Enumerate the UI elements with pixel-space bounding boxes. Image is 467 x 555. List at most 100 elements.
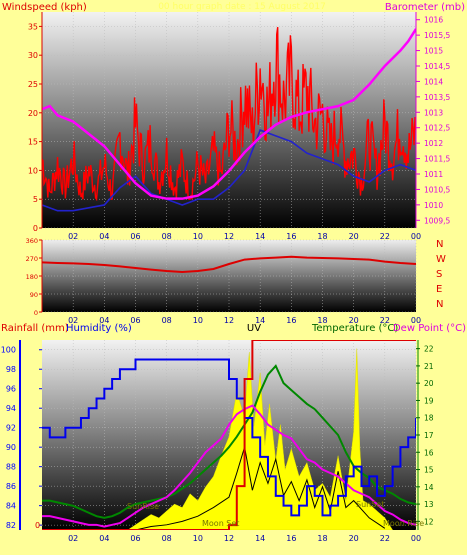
direction-grid: [42, 239, 417, 313]
temperature-axis-title: Temperature (°C): [311, 323, 398, 334]
y-tick-label: 10: [28, 166, 38, 175]
gust-line: [42, 26, 416, 202]
x-tick-label: 06: [130, 316, 140, 325]
y2-tick-label: 1014,5: [424, 62, 450, 71]
graph-date-title: 00 hour graph date : 15 August 2017: [158, 2, 326, 12]
dewpoint-axis-title: Dew Point (°C): [393, 323, 466, 334]
y2-tick-label: 1009,5: [424, 216, 450, 225]
y-tick-label: 94: [6, 404, 16, 413]
y-tick-label: 15: [28, 138, 38, 147]
average-wind-line: [42, 129, 416, 212]
x-tick-label: 22: [380, 232, 390, 241]
sunrise-label: SunRise: [127, 502, 159, 511]
x-tick-label: 02: [68, 316, 78, 325]
x-tick-label: 18: [317, 534, 327, 543]
compass-letter: N: [436, 239, 443, 250]
y2-tick-label: 1013,5: [424, 93, 450, 102]
x-tick-label: 16: [286, 534, 296, 543]
x-tick-label: 08: [162, 534, 172, 543]
barometer-line: [42, 28, 416, 200]
y2-tick-label: 1010: [424, 201, 443, 210]
rainfall-zero-label: 0: [35, 521, 40, 530]
humidity-line: [42, 358, 416, 517]
x-tick-label: 04: [99, 316, 109, 325]
x-tick-label: 18: [317, 316, 327, 325]
x-tick-label: 08: [162, 316, 172, 325]
x-tick-label: 12: [224, 534, 234, 543]
rainfall-axis-title: Rainfall (mm): [1, 323, 69, 334]
y2-tick-label: 19: [424, 396, 434, 405]
y2-tick-label: 17: [424, 431, 434, 440]
uv-axis-title: UV: [247, 323, 261, 334]
y-tick-label: 270: [26, 255, 38, 263]
y-tick-label: 88: [6, 463, 16, 472]
y2-tick-label: 1010,5: [424, 185, 450, 194]
x-tick-label: 08: [162, 232, 172, 241]
y2-tick-label: 1011,5: [424, 155, 450, 164]
y2-tick-label: 1012,5: [424, 124, 450, 133]
x-tick-label: 20: [349, 232, 359, 241]
windspeed-axis-title: Windspeed (kph): [2, 2, 87, 13]
humidity-axis-title: Humidity (%): [66, 323, 132, 334]
moonrise-label: Moon Rise: [383, 519, 424, 528]
y-tick-label: 82: [6, 521, 16, 530]
x-tick-label: 02: [68, 534, 78, 543]
y-tick-label: 90: [6, 443, 16, 452]
x-tick-label: 20: [349, 534, 359, 543]
x-tick-label: 14: [255, 316, 265, 325]
wind-series: [42, 26, 416, 212]
y-tick-label: 90: [30, 291, 38, 299]
y-tick-label: 25: [28, 80, 38, 89]
y-tick-label: 96: [6, 385, 16, 394]
y2-tick-label: 1016: [424, 16, 443, 25]
x-tick-label: 10: [193, 534, 203, 543]
dewpoint-line: [42, 404, 416, 528]
direction-x-tick-labels: 02 04 06 08 10 12 14 16 18 20 22 00: [68, 316, 421, 325]
x-tick-label: 02: [68, 232, 78, 241]
x-tick-label: 20: [349, 316, 359, 325]
y2-tick-label: 18: [424, 414, 434, 423]
y2-tick-label: 16: [424, 448, 434, 457]
compass-letter: W: [436, 254, 446, 265]
x-tick-label: 00: [411, 534, 421, 543]
y-tick-label: 0: [33, 224, 38, 233]
y2-tick-label: 22: [424, 345, 434, 354]
y2-tick-label: 1014: [424, 77, 443, 86]
compass-letter: E: [436, 284, 442, 295]
direction-series: [42, 255, 416, 274]
y-tick-label: 98: [6, 365, 16, 374]
y-tick-label: 35: [28, 22, 38, 31]
barometer-axis-title: Barometer (mb): [385, 2, 465, 13]
y2-tick-label: 21: [424, 362, 434, 371]
compass-letter: S: [436, 269, 442, 280]
x-tick-label: 04: [99, 232, 109, 241]
sunset-label: SunSet: [356, 500, 384, 509]
y2-tick-label: 20: [424, 379, 434, 388]
climate-series: [42, 340, 416, 530]
x-tick-label: 00: [411, 232, 421, 241]
y2-tick-label: 15: [424, 466, 434, 475]
x-tick-label: 18: [317, 232, 327, 241]
y2-tick-label: 13: [424, 500, 434, 509]
x-tick-label: 06: [130, 534, 140, 543]
y2-tick-label: 14: [424, 483, 434, 492]
y-tick-label: 86: [6, 482, 16, 491]
y-tick-label: 84: [6, 502, 16, 511]
direction-tick-labels: 0 90 180 270 360: [26, 237, 42, 317]
x-tick-label: 12: [224, 316, 234, 325]
compass-letter: N: [436, 299, 443, 310]
wind-direction-line: [42, 255, 416, 274]
y2-tick-label: 1013: [424, 108, 443, 117]
wind-x-tick-labels: 02 04 06 08 10 12 14 16 18 20 22 00: [68, 232, 421, 241]
x-tick-label: 10: [193, 232, 203, 241]
y2-tick-label: 1012: [424, 139, 443, 148]
x-tick-label: 00: [411, 316, 421, 325]
x-tick-label: 10: [193, 316, 203, 325]
y-tick-label: 180: [26, 273, 38, 281]
climate-panel: Rainfall (mm) Humidity (%) UV Temperatur…: [1, 323, 466, 543]
y2-tick-label: 1015,5: [424, 31, 450, 40]
